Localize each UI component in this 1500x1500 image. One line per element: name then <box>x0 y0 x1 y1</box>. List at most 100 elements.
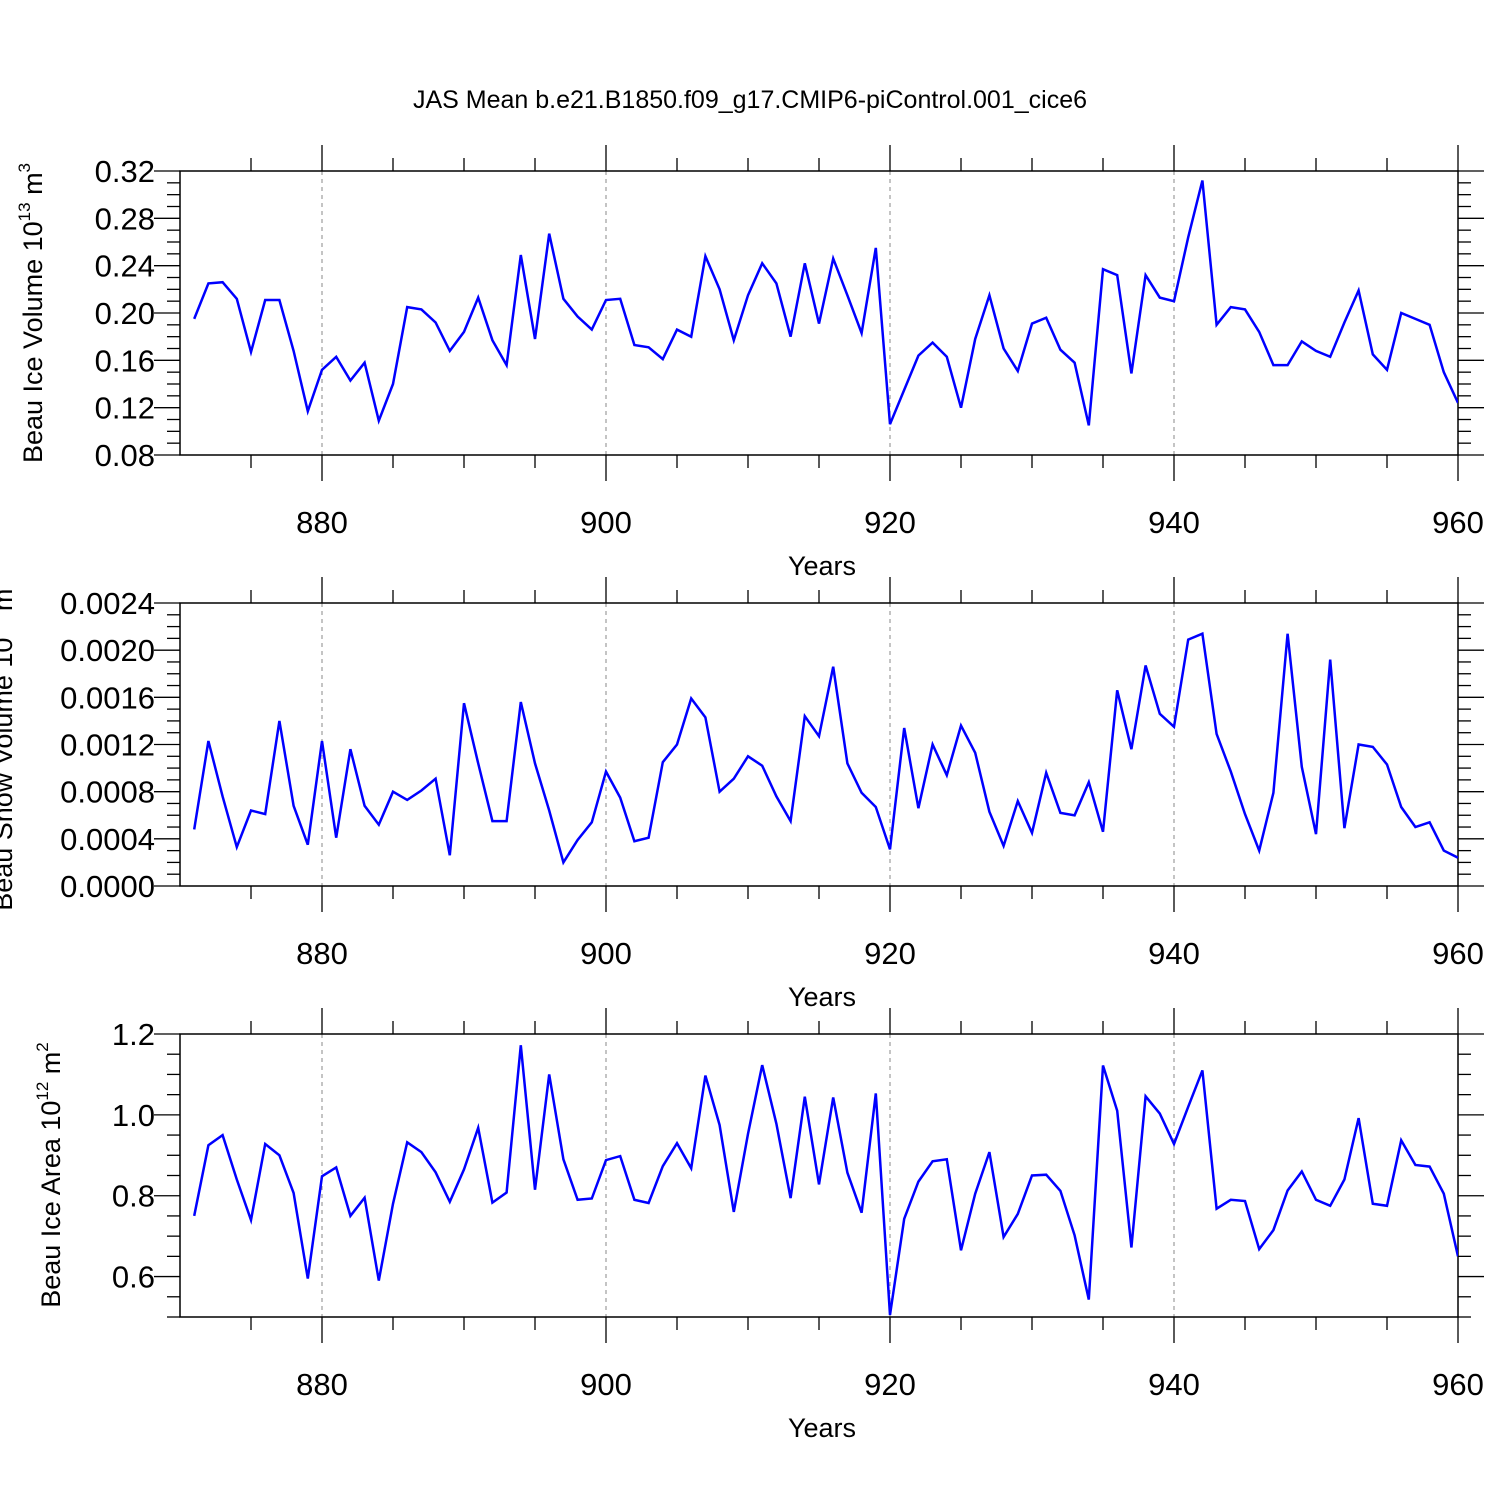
data-point <box>548 233 550 235</box>
data-point <box>1443 1192 1445 1194</box>
data-point <box>378 1279 380 1281</box>
data-point <box>264 299 266 301</box>
data-point <box>1159 713 1161 715</box>
data-point <box>221 795 223 797</box>
data-point <box>392 1203 394 1205</box>
y-axis-label-main: Beau Ice Volume 10 <box>18 221 48 463</box>
x-tick-label: 880 <box>296 1367 348 1402</box>
data-point <box>860 1211 862 1213</box>
data-point <box>236 846 238 848</box>
data-point <box>1372 1203 1374 1205</box>
y-axis-label-unit-exponent: 2 <box>33 1042 52 1051</box>
data-point <box>1215 1207 1217 1209</box>
data-point <box>434 777 436 779</box>
data-point <box>292 805 294 807</box>
data-point <box>1244 813 1246 815</box>
data-point <box>1059 1190 1061 1192</box>
data-point <box>335 1166 337 1168</box>
y-tick-label: 0.0008 <box>60 775 155 810</box>
y-axis-label-unit: m <box>18 172 48 202</box>
data-point <box>505 1191 507 1193</box>
data-point <box>1187 638 1189 640</box>
data-point <box>378 823 380 825</box>
y-axis-label-main: Beau Snow Volume 10 <box>0 638 18 911</box>
data-point <box>349 1215 351 1217</box>
data-point <box>1073 814 1075 816</box>
y-tick-label: 0.16 <box>95 343 155 378</box>
y-tick-label: 0.0004 <box>60 822 155 857</box>
data-point <box>1059 812 1061 814</box>
data-point <box>1443 371 1445 373</box>
data-point <box>420 789 422 791</box>
data-point <box>1230 770 1232 772</box>
data-point <box>1215 324 1217 326</box>
data-point <box>889 848 891 850</box>
data-point <box>1286 1189 1288 1191</box>
data-point <box>392 383 394 385</box>
data-point <box>321 740 323 742</box>
data-point <box>378 419 380 421</box>
data-point <box>392 790 394 792</box>
x-tick-label: 940 <box>1148 936 1200 971</box>
data-point <box>1215 733 1217 735</box>
data-point <box>1201 1069 1203 1071</box>
data-point <box>1073 362 1075 364</box>
data-point <box>1201 632 1203 634</box>
data-point <box>434 1171 436 1173</box>
data-point <box>619 796 621 798</box>
data-point <box>363 805 365 807</box>
data-point <box>463 702 465 704</box>
y-axis-label-exponent: 13 <box>0 619 4 638</box>
data-point <box>236 1178 238 1180</box>
data-point <box>988 1151 990 1153</box>
data-point <box>505 820 507 822</box>
data-point <box>1414 826 1416 828</box>
y-axis-label-unit: m <box>36 1052 66 1082</box>
data-point <box>307 410 309 412</box>
data-point <box>1343 1178 1345 1180</box>
data-point <box>1116 274 1118 276</box>
data-point <box>193 318 195 320</box>
data-point <box>420 1151 422 1153</box>
data-point <box>363 1197 365 1199</box>
data-point <box>1173 300 1175 302</box>
data-point <box>1315 833 1317 835</box>
plot-frame <box>179 602 1459 887</box>
y-axis-label-unit: m <box>0 589 18 619</box>
x-tick-label: 900 <box>580 1367 632 1402</box>
data-point <box>960 1249 962 1251</box>
y-axis-label: Beau Ice Volume 1013 m3 <box>15 163 48 463</box>
data-point <box>832 257 834 259</box>
data-point <box>988 811 990 813</box>
x-tick-label: 880 <box>296 936 348 971</box>
data-point <box>406 1141 408 1143</box>
data-point <box>449 1201 451 1203</box>
x-tick-label: 920 <box>864 505 916 540</box>
chart-title: JAS Mean b.e21.B1850.f09_g17.CMIP6-piCon… <box>413 86 1087 114</box>
data-point <box>1045 1173 1047 1175</box>
data-point <box>690 697 692 699</box>
plot-frame <box>179 1033 1459 1318</box>
y-tick-label: 0.0012 <box>60 728 155 763</box>
series-line <box>192 1045 1458 1316</box>
y-tick-label: 0.0000 <box>60 869 155 904</box>
data-point <box>605 1159 607 1161</box>
data-point <box>1059 348 1061 350</box>
data-point <box>250 809 252 811</box>
data-point <box>1400 806 1402 808</box>
data-point <box>221 281 223 283</box>
x-axis-label: Years <box>788 982 856 1012</box>
series-line <box>192 631 1458 866</box>
data-point <box>1201 179 1203 181</box>
x-tick-label: 920 <box>864 1367 916 1402</box>
data-point <box>917 354 919 356</box>
y-tick-label: 0.24 <box>95 249 155 284</box>
data-point <box>931 1160 933 1162</box>
x-tick-label: 920 <box>864 936 916 971</box>
data-point <box>477 296 479 298</box>
series-line <box>193 180 1458 426</box>
data-point <box>733 1211 735 1213</box>
y-tick-label: 0.12 <box>95 391 155 426</box>
data-point <box>576 1199 578 1201</box>
data-point <box>1272 792 1274 794</box>
